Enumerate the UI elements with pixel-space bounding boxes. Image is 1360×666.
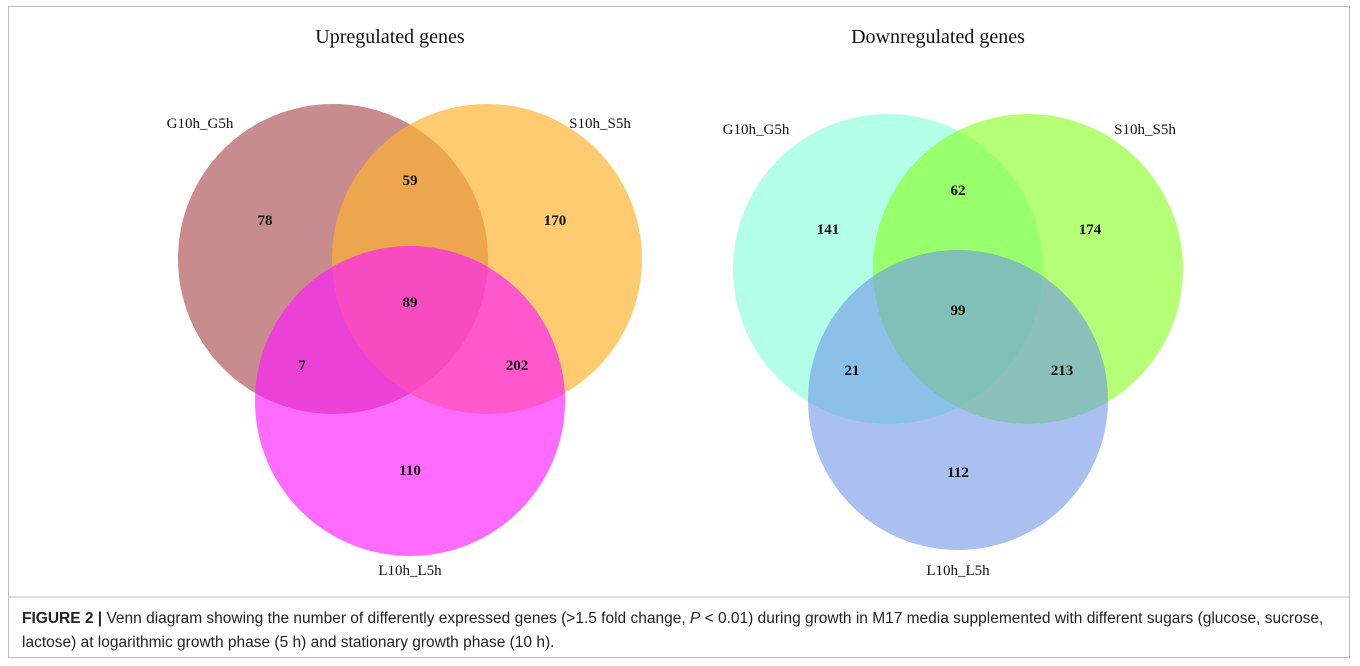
region-count: 59	[403, 173, 418, 189]
region-count: 174	[1079, 222, 1102, 238]
panel-title: Upregulated genes	[315, 26, 465, 48]
region-count: 170	[544, 213, 567, 229]
region-count: 78	[258, 213, 273, 229]
region-count: 99	[951, 303, 966, 319]
region-count: 202	[506, 358, 529, 374]
caption-text: Venn diagram showing the number of diffe…	[106, 610, 690, 627]
set-label: L10h_L5h	[378, 563, 442, 579]
region-count: 213	[1051, 363, 1074, 379]
region-count: 110	[399, 463, 421, 479]
region-count: 7	[298, 358, 306, 374]
region-count: 89	[403, 295, 418, 311]
panel-title: Downregulated genes	[851, 26, 1025, 48]
region-count: 62	[951, 183, 966, 199]
set-circle	[255, 246, 565, 556]
figure-frame	[8, 6, 1350, 658]
caption-label: FIGURE 2 |	[22, 610, 103, 627]
set-label: L10h_L5h	[926, 563, 990, 579]
caption-text: P	[689, 610, 701, 627]
region-count: 112	[947, 465, 969, 481]
region-count: 21	[845, 363, 860, 379]
set-label: G10h_G5h	[723, 122, 790, 138]
set-label: S10h_S5h	[1114, 122, 1176, 138]
venn-figure: Upregulated genes G10h_G5h S10h_S5h L10h_L5…	[9, 26, 1350, 598]
set-label: S10h_S5h	[569, 116, 631, 132]
region-count: 141	[817, 222, 840, 238]
set-label: G10h_G5h	[167, 116, 234, 132]
set-circle	[808, 250, 1108, 550]
caption-text: < 0.01) during growth in M17 media suppl…	[22, 610, 1324, 651]
caption: FIGURE 2 | Venn diagram showing the numb…	[22, 607, 1332, 655]
